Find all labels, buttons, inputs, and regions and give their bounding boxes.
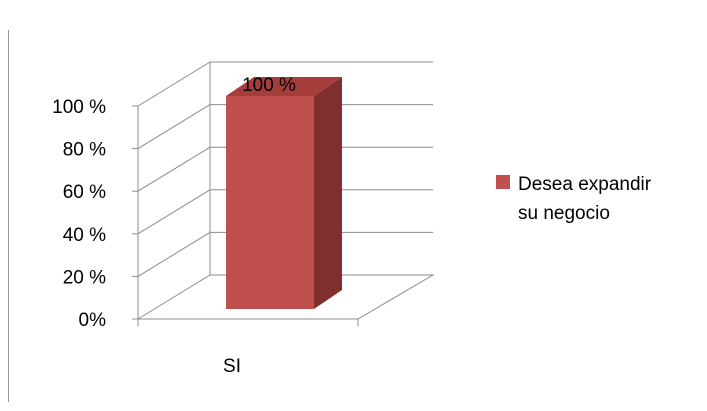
gridline-diagonal (137, 146, 211, 192)
y-tick-label: 80 % (63, 140, 106, 161)
frame-border (8, 30, 9, 402)
gridline-diagonal (137, 231, 211, 277)
gridline-diagonal (137, 104, 211, 150)
y-tick-label: 100 % (52, 97, 106, 118)
legend-label: Desea expandir su negocio (518, 174, 652, 224)
y-tick-label: 0% (79, 310, 107, 331)
x-tick-label: SI (223, 356, 241, 377)
bar-front (226, 96, 314, 309)
gridline-diagonal (137, 61, 211, 107)
y-tick-label: 60 % (63, 182, 106, 203)
chart-floor (136, 274, 435, 320)
bar-top (226, 77, 342, 96)
bar-side (314, 77, 342, 309)
y-tick-label: 40 % (63, 225, 106, 246)
legend-swatch (496, 175, 510, 189)
data-label: 100 % (242, 75, 296, 96)
gridline-diagonal (137, 189, 211, 235)
y-tick-label: 20 % (63, 267, 106, 288)
